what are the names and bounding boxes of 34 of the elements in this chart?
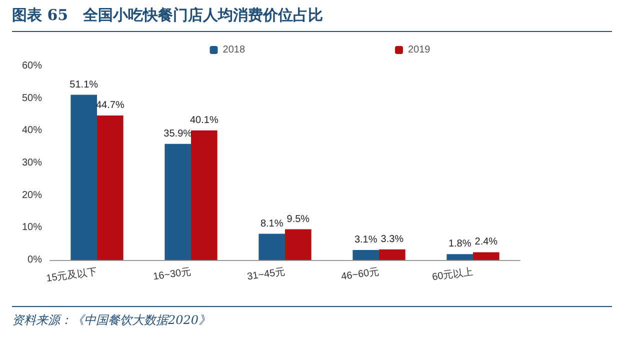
x-tick-label: 31~45元: [246, 266, 286, 283]
data-label: 1.8%: [448, 238, 472, 250]
bar: [258, 234, 285, 260]
bar: [285, 229, 312, 260]
bar: [473, 252, 500, 260]
bar: [191, 130, 218, 260]
bar: [70, 94, 97, 260]
y-tick-label: 10%: [22, 222, 42, 234]
y-tick-label: 40%: [22, 125, 42, 136]
y-tick-label: 30%: [22, 158, 42, 168]
data-label: 3.3%: [380, 234, 404, 245]
text: 资料来源：《中国餐饮大数据2020》: [12, 306, 612, 329]
x-tick-label: 46~60元: [340, 266, 380, 283]
bar: [164, 144, 191, 260]
x-tick-label: 15元及以下: [45, 266, 98, 285]
y-tick-label: 20%: [22, 190, 42, 201]
y-tick-label: 50%: [22, 92, 42, 104]
data-label: 3.1%: [354, 234, 378, 246]
data-label: 40.1%: [190, 114, 218, 126]
y-tick-label: 0%: [28, 254, 42, 266]
legend-label: 2018: [222, 44, 246, 56]
data-label: 2.4%: [474, 236, 498, 248]
bar: [379, 249, 406, 260]
x-tick-label: 16~30元: [152, 266, 192, 283]
y-tick-label: 60%: [22, 60, 42, 72]
x-tick-label: 60元以上: [431, 266, 474, 284]
bar: [446, 254, 473, 260]
bar: [97, 115, 124, 260]
data-label: 51.1%: [70, 79, 98, 90]
data-label: 9.5%: [286, 214, 310, 225]
legend-label: 2019: [408, 44, 431, 56]
bar: [352, 250, 379, 260]
chart-title: 图表 65 全国小吃快餐门店人均消费价位占比: [12, 6, 612, 32]
data-label: 8.1%: [260, 218, 284, 230]
